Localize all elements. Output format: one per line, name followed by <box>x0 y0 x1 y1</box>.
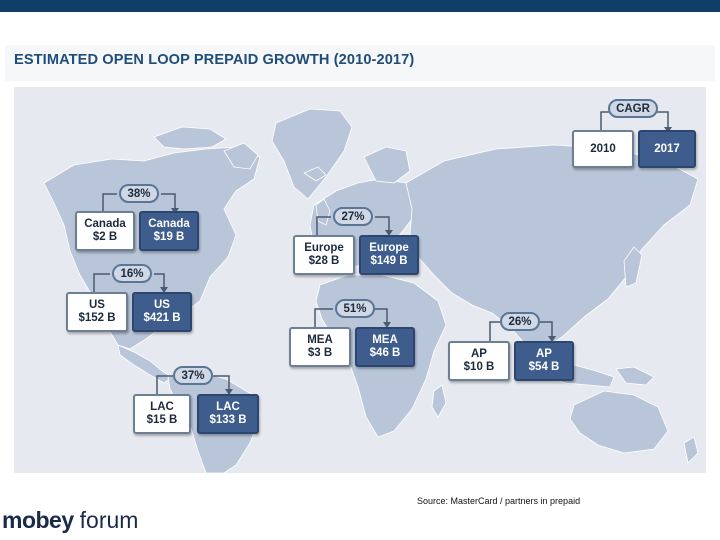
mea-name-2017: MEA <box>372 334 398 346</box>
central-america <box>117 344 173 384</box>
source-note: Source: MasterCard / partners in prepaid <box>417 496 581 506</box>
mea-connector <box>314 308 391 328</box>
canada-name-2017: Canada <box>148 218 190 230</box>
madagascar <box>431 384 447 418</box>
ap-value-2010: $10 B <box>463 361 495 373</box>
legend-new-label: 2017 <box>654 142 680 155</box>
mea-2010-box: MEA $3 B <box>289 327 351 367</box>
slide-title: ESTIMATED OPEN LOOP PREPAID GROWTH (2010… <box>14 52 415 68</box>
ap-cagr: 26% <box>500 312 540 331</box>
europe-connector <box>316 216 393 236</box>
canada-value-2010: $2 B <box>92 231 118 243</box>
us-2010-box: US $152 B <box>66 292 128 332</box>
ap-2010-box: AP $10 B <box>448 341 510 381</box>
lac-cagr: 37% <box>173 366 213 385</box>
us-value-2010: $152 B <box>78 312 116 324</box>
lac-2010-box: LAC $15 B <box>133 394 191 434</box>
europe-value-2017: $149 B <box>370 255 408 267</box>
ap-name-2017: AP <box>536 348 552 360</box>
baffin-island <box>223 142 259 170</box>
ap-value-2017: $54 B <box>528 361 560 373</box>
europe-name-2010: Europe <box>304 242 344 254</box>
mea-name-2010: MEA <box>307 334 333 346</box>
legend-year-2017: 2017 <box>638 130 696 168</box>
mea-2017-box: MEA $46 B <box>355 327 415 367</box>
mobey-forum-logo: mobey forum <box>2 507 138 537</box>
lac-2017-box: LAC $133 B <box>197 394 259 434</box>
europe-cagr: 27% <box>333 207 373 226</box>
europe-2010-box: Europe $28 B <box>293 235 355 275</box>
arctic-islands <box>153 126 227 150</box>
us-cagr: 16% <box>112 264 152 283</box>
canada-value-2017: $19 B <box>153 231 185 243</box>
logo-forum-text: forum <box>79 507 139 533</box>
lac-value-2017: $133 B <box>209 414 247 426</box>
ap-connector <box>489 321 556 342</box>
us-value-2017: $421 B <box>143 312 181 324</box>
canada-cagr: 38% <box>119 184 159 203</box>
mea-cagr: 51% <box>335 299 375 318</box>
mea-value-2017: $46 B <box>369 347 401 359</box>
europe-name-2017: Europe <box>369 242 409 254</box>
lac-name-2017: LAC <box>216 401 240 413</box>
canada-name-2010: Canada <box>84 218 126 230</box>
europe-2017-box: Europe $149 B <box>359 235 419 275</box>
legend-year-2010: 2010 <box>572 130 634 168</box>
australia <box>569 390 669 454</box>
legend-old-label: 2010 <box>590 142 616 155</box>
new-guinea <box>615 366 655 386</box>
scandinavia <box>363 146 411 184</box>
canada-2017-box: Canada $19 B <box>139 211 199 251</box>
new-zealand <box>683 436 699 464</box>
logo-mobey-text: mobey <box>2 507 74 533</box>
iceland <box>303 166 327 182</box>
us-name-2017: US <box>154 299 170 311</box>
title-band <box>5 45 715 81</box>
header-bar <box>0 0 720 12</box>
japan <box>623 246 643 288</box>
legend-cagr-pill: CAGR <box>608 99 658 118</box>
lac-connector <box>156 375 233 395</box>
greenland <box>271 108 353 200</box>
mea-value-2010: $3 B <box>307 347 333 359</box>
ap-name-2010: AP <box>471 348 487 360</box>
us-2017-box: US $421 B <box>132 292 192 332</box>
ap-2017-box: AP $54 B <box>514 341 574 381</box>
lac-value-2010: $15 B <box>146 414 178 426</box>
lac-name-2010: LAC <box>150 401 174 413</box>
us-name-2010: US <box>89 299 105 311</box>
europe-value-2010: $28 B <box>308 255 340 267</box>
canada-2010-box: Canada $2 B <box>75 211 135 251</box>
us-connector <box>93 273 168 293</box>
